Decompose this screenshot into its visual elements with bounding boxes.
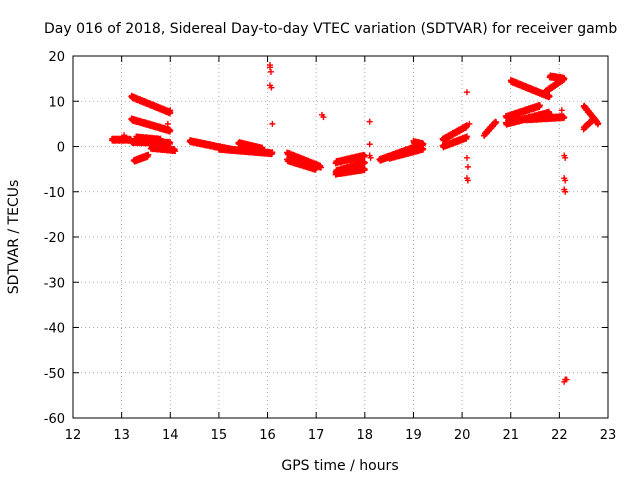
x-tick-label: 20 [454, 428, 471, 443]
plot-frame [72, 55, 609, 419]
data-point [367, 154, 374, 161]
data-point [563, 376, 570, 383]
data-point [595, 120, 602, 127]
data-point [562, 188, 569, 195]
data-point [167, 107, 174, 114]
x-tick-label: 15 [211, 428, 228, 443]
y-tick-label: -50 [44, 367, 65, 382]
data-point [157, 135, 164, 142]
x-tick-label: 13 [113, 428, 130, 443]
x-tick-label: 22 [551, 428, 568, 443]
data-point [463, 154, 470, 161]
x-tick-label: 12 [65, 428, 82, 443]
y-tick-label: -40 [44, 322, 65, 337]
x-tick-label: 19 [405, 428, 422, 443]
data-point [536, 102, 543, 109]
data-point [320, 114, 327, 121]
y-tick-labels: 20 10 0 -10 -20 -30 -40 -50 -60 [44, 50, 65, 427]
data-point [562, 154, 569, 161]
data-point [558, 107, 565, 114]
data-point [267, 68, 274, 75]
data-point [318, 164, 325, 171]
y-tick-label: 10 [48, 95, 65, 110]
data-point [562, 177, 569, 184]
y-tick-label: 20 [48, 50, 65, 65]
data-point [463, 89, 470, 96]
data-point [164, 120, 171, 127]
data-point [463, 133, 470, 140]
data-point [561, 75, 568, 82]
data-point [590, 116, 597, 123]
data-point [464, 163, 471, 170]
y-tick-label: -20 [44, 231, 65, 246]
data-point [268, 84, 275, 91]
data-point [269, 149, 276, 156]
data-point [493, 119, 500, 126]
y-tick-label: -30 [44, 276, 65, 291]
data-point [420, 141, 427, 148]
x-tick-label: 21 [502, 428, 519, 443]
x-axis-label: GPS time / hours [281, 458, 398, 474]
data-point [366, 118, 373, 125]
data-point [266, 64, 273, 71]
data-point [466, 120, 473, 127]
data-point [259, 146, 266, 153]
x-tick-labels: 12 13 14 15 16 17 18 19 20 21 22 23 [65, 428, 617, 443]
data-point [464, 177, 471, 184]
y-axis-label: SDTVAR / TECUs [6, 180, 22, 295]
data-point [123, 134, 130, 141]
y-tick-label: -60 [44, 412, 65, 427]
data-point [366, 141, 373, 148]
x-tick-label: 23 [600, 428, 617, 443]
data-point [313, 165, 320, 172]
data-point [269, 120, 276, 127]
x-tick-label: 16 [259, 428, 276, 443]
x-tick-label: 18 [357, 428, 374, 443]
data-point [145, 151, 152, 158]
y-tick-label: 0 [57, 141, 65, 156]
y-tick-label: -10 [44, 186, 65, 201]
data-point [561, 114, 568, 121]
data-point [167, 127, 174, 134]
x-tick-label: 17 [308, 428, 325, 443]
chart-title: Day 016 of 2018, Sidereal Day-to-day VTE… [44, 21, 617, 37]
data-point [361, 166, 368, 173]
data-points [108, 62, 602, 385]
data-point [546, 93, 553, 100]
data-point [167, 139, 174, 146]
data-point [172, 148, 179, 155]
data-point [361, 159, 368, 166]
x-tick-label: 14 [162, 428, 179, 443]
